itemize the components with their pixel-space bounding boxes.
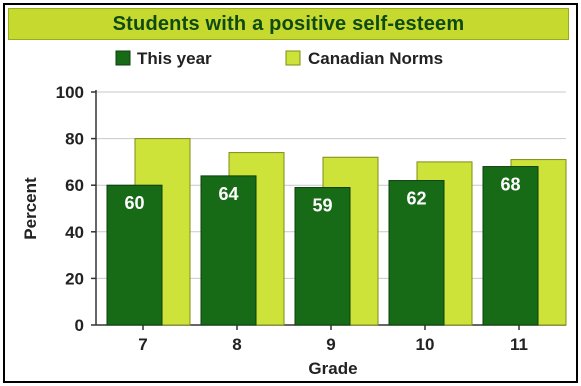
x-tick-label: 8 <box>232 335 241 354</box>
x-tick-label: 9 <box>326 335 335 354</box>
bar-this-year <box>388 180 445 326</box>
data-label: 64 <box>218 184 238 204</box>
data-label: 59 <box>312 196 332 216</box>
data-label: 62 <box>406 189 426 209</box>
bar-this-year <box>106 184 163 326</box>
bar-this-year <box>294 187 351 326</box>
x-tick-label: 10 <box>416 335 435 354</box>
y-tick-label: 20 <box>65 269 84 288</box>
legend-swatch-canadian-norms <box>285 50 301 66</box>
y-tick-label: 60 <box>65 176 84 195</box>
y-tick-label: 40 <box>65 223 84 242</box>
x-axis-label: Grade <box>308 359 357 378</box>
y-tick-label: 0 <box>75 316 84 335</box>
y-tick-label: 100 <box>56 83 84 102</box>
data-label: 68 <box>500 175 520 195</box>
legend-label-this-year: This year <box>137 49 212 68</box>
chart-title: Students with a positive self-esteem <box>112 13 465 35</box>
legend-swatch-this-year <box>115 50 131 66</box>
y-tick-label: 80 <box>65 130 84 149</box>
bar-this-year <box>482 166 539 326</box>
legend-label-canadian-norms: Canadian Norms <box>308 49 443 68</box>
bar-this-year <box>200 175 257 326</box>
chart-frame <box>3 3 578 383</box>
x-tick-label: 11 <box>510 335 528 354</box>
title-bar: Students with a positive self-esteem <box>8 8 569 40</box>
x-tick-label: 7 <box>138 335 147 354</box>
data-label: 60 <box>124 193 144 213</box>
y-axis-label: Percent <box>21 177 40 240</box>
